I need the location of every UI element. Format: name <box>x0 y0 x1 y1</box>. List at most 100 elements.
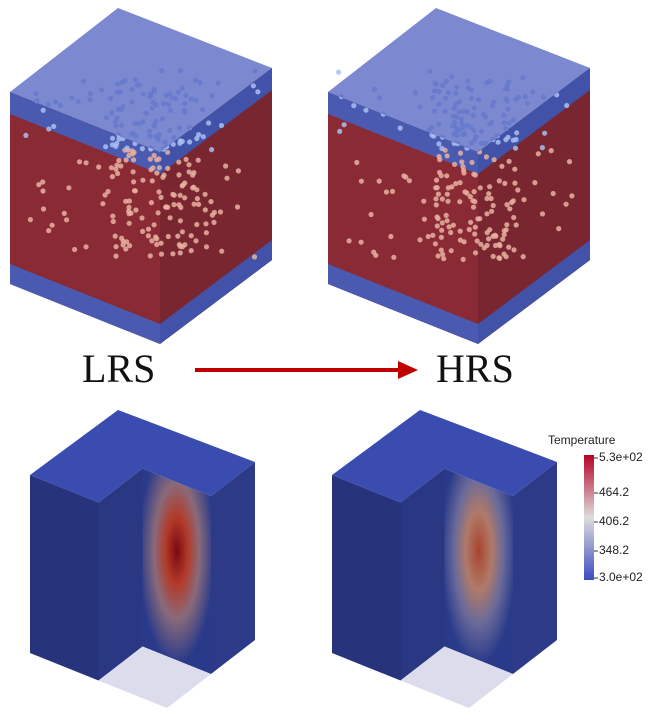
colorbar-title: Temperature <box>548 433 616 447</box>
particle <box>551 191 556 196</box>
particle <box>161 173 166 178</box>
particle <box>146 227 151 232</box>
particle <box>182 195 187 200</box>
particle <box>564 103 569 108</box>
arrow-head <box>398 361 418 379</box>
colorbar <box>584 455 594 580</box>
particle <box>511 215 516 220</box>
particle <box>540 145 545 150</box>
particle <box>496 140 501 145</box>
particle <box>439 235 444 240</box>
particle <box>446 185 451 190</box>
particle <box>208 199 213 204</box>
particle <box>184 157 189 162</box>
particle <box>407 178 412 183</box>
particle <box>567 159 572 164</box>
particle <box>36 182 41 187</box>
particle <box>564 202 569 207</box>
particle <box>180 244 185 249</box>
particle <box>512 181 517 186</box>
particle <box>436 253 441 258</box>
particle <box>194 222 199 227</box>
particle <box>489 209 494 214</box>
particle <box>458 180 463 185</box>
particle <box>448 230 453 235</box>
particle <box>164 204 169 209</box>
particle <box>471 205 476 210</box>
particle <box>359 240 364 245</box>
particle <box>166 234 171 239</box>
particle <box>132 188 137 193</box>
particle <box>103 192 108 197</box>
particle <box>41 108 46 113</box>
particle <box>235 204 240 209</box>
particle <box>170 251 175 256</box>
particle <box>149 238 154 243</box>
particle <box>422 217 427 222</box>
particle <box>46 228 51 233</box>
particle <box>473 225 478 230</box>
particle <box>127 221 132 226</box>
particle <box>195 196 200 201</box>
particle <box>203 207 208 212</box>
particle <box>511 247 516 252</box>
particle <box>40 188 45 193</box>
right-label: HRS <box>436 346 514 391</box>
particle <box>470 198 475 203</box>
particle <box>459 159 464 164</box>
particle <box>178 250 183 255</box>
particle <box>159 252 164 257</box>
particle <box>505 135 510 140</box>
particle <box>140 178 145 183</box>
particle <box>156 210 161 215</box>
particle <box>191 185 196 190</box>
cube-right-face <box>211 462 255 674</box>
particle <box>491 203 496 208</box>
particle <box>110 174 115 179</box>
particle <box>251 83 256 88</box>
particle <box>66 185 71 190</box>
particle <box>477 216 482 221</box>
particle <box>462 239 467 244</box>
particle <box>168 215 173 220</box>
particle <box>472 231 477 236</box>
particle <box>176 160 181 165</box>
particle <box>499 164 504 169</box>
particle <box>467 227 472 232</box>
particle <box>390 189 395 194</box>
particle <box>84 244 89 249</box>
particle <box>124 157 129 162</box>
particle <box>77 159 82 164</box>
particle <box>148 253 153 258</box>
particle <box>211 220 216 225</box>
particle <box>50 223 55 228</box>
particle <box>342 122 347 127</box>
particle <box>363 108 368 113</box>
particle <box>445 218 450 223</box>
particle <box>536 151 541 156</box>
particle <box>111 219 116 224</box>
particle <box>433 196 438 201</box>
particle <box>504 222 509 227</box>
particle <box>252 254 257 259</box>
particle <box>457 199 462 204</box>
particle <box>124 145 129 150</box>
particle <box>204 230 209 235</box>
particle <box>146 233 151 238</box>
particle <box>540 211 545 216</box>
particle <box>512 167 517 172</box>
particle <box>154 236 159 241</box>
particle <box>180 139 185 144</box>
particle <box>130 151 135 156</box>
particle <box>131 169 136 174</box>
particle <box>114 244 119 249</box>
particle <box>461 257 466 262</box>
particle <box>154 242 159 247</box>
particle <box>486 236 491 241</box>
particle <box>549 148 554 153</box>
particle <box>204 244 209 249</box>
colorbar-tick-label: 406.2 <box>599 514 629 528</box>
particle <box>23 133 28 138</box>
particle <box>180 229 185 234</box>
particle <box>430 233 435 238</box>
